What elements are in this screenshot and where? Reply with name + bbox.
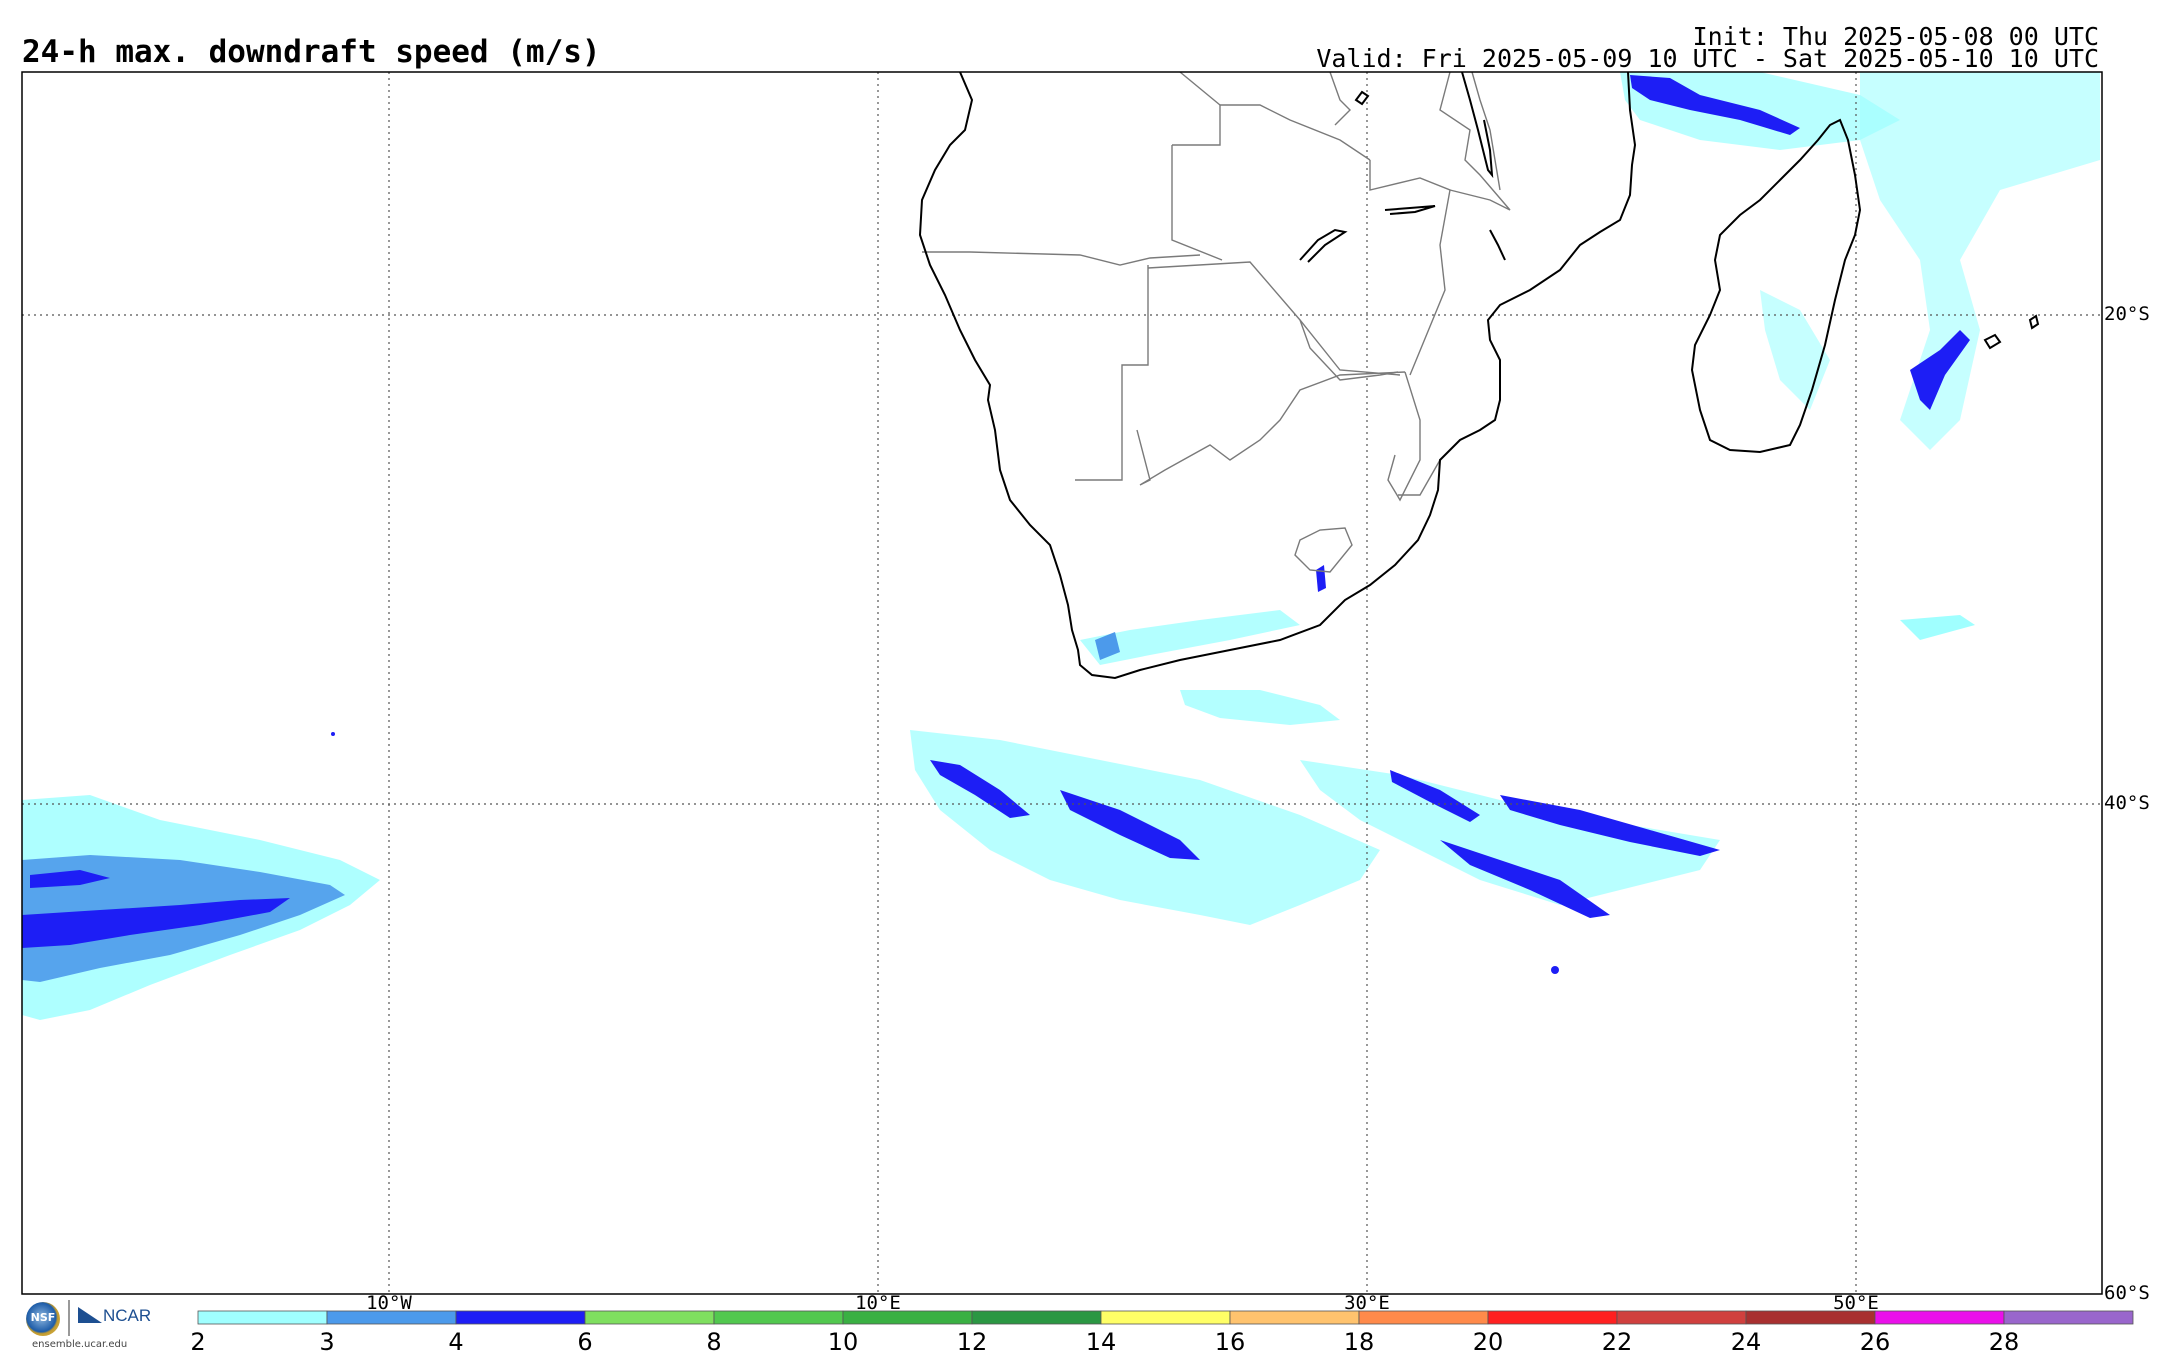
country-borders (922, 71, 1511, 573)
shade-dark-blue (930, 760, 1030, 818)
lon-label-10w: 10°W (366, 1292, 412, 1314)
border-line (1439, 71, 1511, 211)
border-line (1179, 71, 1221, 106)
downdraft-shading (22, 72, 2100, 1020)
shade-light-cyan (1760, 290, 1830, 410)
colorbar-segment (1229, 1310, 1360, 1325)
colorbar-segment (197, 1310, 328, 1325)
nsf-logo: NSF (26, 1302, 60, 1336)
colorbar-tick-label: 24 (1730, 1328, 1762, 1356)
border-line (1471, 71, 1501, 191)
colorbar-segment (1100, 1310, 1231, 1325)
shade-dark-blue (1060, 790, 1200, 860)
border-line (922, 251, 1201, 266)
lat-label-60s: 60°S (2104, 1282, 2150, 1304)
border-line (1398, 459, 1441, 496)
colorbar-segment (455, 1310, 586, 1325)
colorbar-tick-label: 14 (1085, 1328, 1117, 1356)
coast-lake (1384, 205, 1436, 215)
lat-label-20s: 20°S (2104, 303, 2150, 325)
colorbar-tick-label: 3 (319, 1328, 335, 1356)
border-line (1075, 265, 1149, 481)
colorbar-segment (1616, 1310, 1747, 1325)
shade-light-cyan (1180, 690, 1340, 725)
nsf-logo-text: NSF (30, 1311, 56, 1324)
map-frame (21, 71, 2103, 1295)
border-line (1329, 71, 1351, 126)
coast-lake (1461, 71, 1494, 179)
colorbar-segment (713, 1310, 844, 1325)
shade-dark-blue (1500, 795, 1720, 856)
colorbar-tick-label: 8 (706, 1328, 722, 1356)
ncar-logo: NCAR (78, 1306, 151, 1326)
shade-dark-blue (331, 732, 335, 736)
logo-divider (68, 1300, 70, 1336)
border-line (1299, 319, 1399, 381)
valid-time-range: Valid: Fri 2025-05-09 10 UTC - Sat 2025-… (1316, 44, 2099, 73)
colorbar-segment (971, 1310, 1102, 1325)
colorbar (197, 1310, 2134, 1325)
colorbar-segment (2003, 1310, 2134, 1325)
lon-label-10e: 10°E (855, 1292, 901, 1314)
colorbar-tick-label: 20 (1472, 1328, 1504, 1356)
shade-dark-blue (1440, 840, 1610, 918)
colorbar-tick-label: 26 (1859, 1328, 1891, 1356)
border-line (1294, 527, 1353, 573)
ncar-logo-text: NCAR (103, 1306, 152, 1325)
colorbar-tick-label: 2 (190, 1328, 206, 1356)
coast-africa (918, 71, 1637, 680)
colorbar-segment (1487, 1310, 1618, 1325)
shade-light-cyan (1860, 72, 2100, 450)
border-line (1147, 261, 1401, 376)
shade-dark-blue (30, 870, 110, 888)
border-line (1369, 160, 1451, 376)
coast-madagascar (1690, 118, 1862, 454)
lon-label-50e: 50°E (1833, 1292, 1879, 1314)
colorbar-segment (584, 1310, 715, 1325)
coast-lake (1299, 228, 1348, 263)
colorbar-tick-label: 10 (827, 1328, 859, 1356)
shade-dark-blue (1316, 565, 1326, 592)
ncar-triangle-icon (78, 1307, 102, 1323)
graticule (22, 72, 2102, 1294)
shade-dark-blue (22, 898, 290, 948)
colorbar-tick-label: 12 (956, 1328, 988, 1356)
colorbar-tick-label: 22 (1601, 1328, 1633, 1356)
colorbar-segment (1874, 1310, 2005, 1325)
shade-dark-blue (1390, 770, 1480, 822)
colorbar-tick-label: 28 (1988, 1328, 2020, 1356)
border-line (1171, 145, 1223, 261)
colorbar-tick-label: 4 (448, 1328, 464, 1356)
coastlines (918, 71, 2040, 680)
colorbar-tick-label: 18 (1343, 1328, 1375, 1356)
lat-label-40s: 40°S (2104, 792, 2150, 814)
map-title: 24-h max. downdraft speed (m/s) (22, 34, 601, 70)
shade-light-blue (1095, 632, 1120, 660)
coast-island (2028, 314, 2040, 330)
shade-light-cyan (1900, 615, 1975, 640)
shade-light-cyan (1080, 610, 1300, 665)
shade-dark-blue (1551, 966, 1559, 974)
border-line (1172, 104, 1371, 161)
lon-label-30e: 30°E (1344, 1292, 1390, 1314)
coast-island (1983, 333, 2002, 350)
init-time: Init: Thu 2025-05-08 00 UTC (1692, 22, 2099, 51)
coast-lake (1354, 90, 1370, 106)
border-line (1387, 371, 1421, 502)
coast-lake (1489, 229, 1506, 261)
shade-light-cyan (1300, 760, 1720, 905)
colorbar-tick-label: 16 (1214, 1328, 1246, 1356)
colorbar-tick-label: 6 (577, 1328, 593, 1356)
shade-dark-blue (1630, 75, 1800, 135)
shade-dark-blue (1910, 330, 1970, 410)
border-line (1136, 371, 1406, 486)
ensemble-url: ensemble.ucar.edu (32, 1339, 128, 1350)
